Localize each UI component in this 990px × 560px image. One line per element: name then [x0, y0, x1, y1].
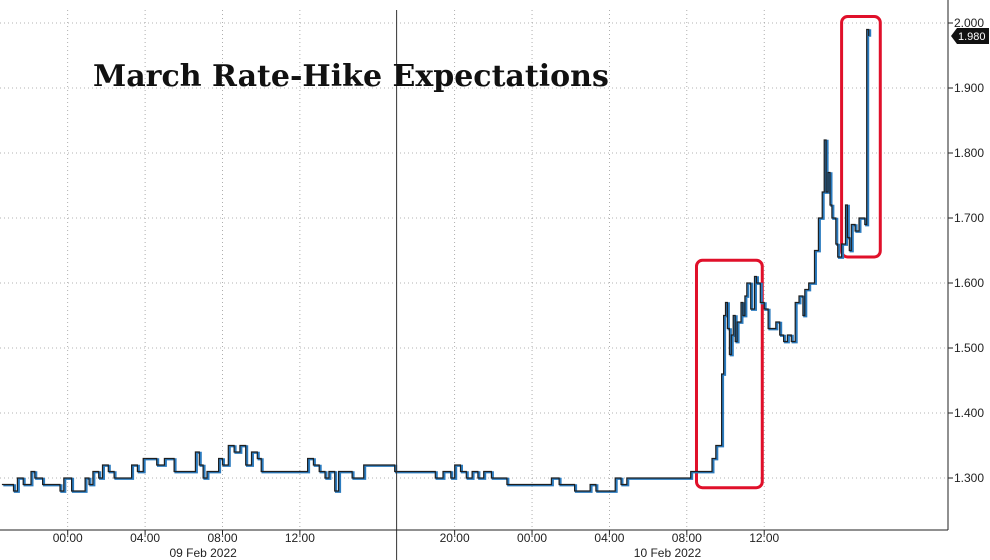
chart-title: March Rate-Hike Expectations [93, 59, 609, 94]
y-tick-label: 1.500 [954, 341, 984, 355]
date-label: 09 Feb 2022 [169, 546, 237, 560]
y-tick-label: 1.800 [954, 146, 984, 160]
x-tick-label: 20:00 [440, 531, 470, 545]
highlight-box [694, 258, 764, 490]
x-tick-label: 04:00 [130, 531, 160, 545]
last-value-label: 1.980 [958, 31, 986, 43]
x-tick-label: 08:00 [672, 531, 702, 545]
y-tick-label: 2.000 [954, 16, 984, 30]
y-tick-label: 1.400 [954, 406, 984, 420]
y-tick-label: 1.900 [954, 81, 984, 95]
x-tick-label: 00:00 [517, 531, 547, 545]
x-tick-label: 12:00 [749, 531, 779, 545]
date-label: 10 Feb 2022 [634, 546, 702, 560]
y-tick-label: 1.600 [954, 276, 984, 290]
last-value-badge: 1.980 [951, 28, 989, 44]
grid [0, 10, 948, 530]
x-tick-label: 12:00 [285, 531, 315, 545]
x-tick-label: 00:00 [53, 531, 83, 545]
series-line [1, 28, 870, 492]
series-layer [1, 28, 872, 493]
y-tick-label: 1.700 [954, 211, 984, 225]
highlight-box [840, 15, 882, 259]
series-line-accent [3, 29, 872, 493]
y-tick-label: 1.300 [954, 471, 984, 485]
annotations [694, 15, 882, 490]
x-tick-label: 04:00 [594, 531, 624, 545]
x-tick-label: 08:00 [207, 531, 237, 545]
last-value-tag [951, 28, 989, 44]
